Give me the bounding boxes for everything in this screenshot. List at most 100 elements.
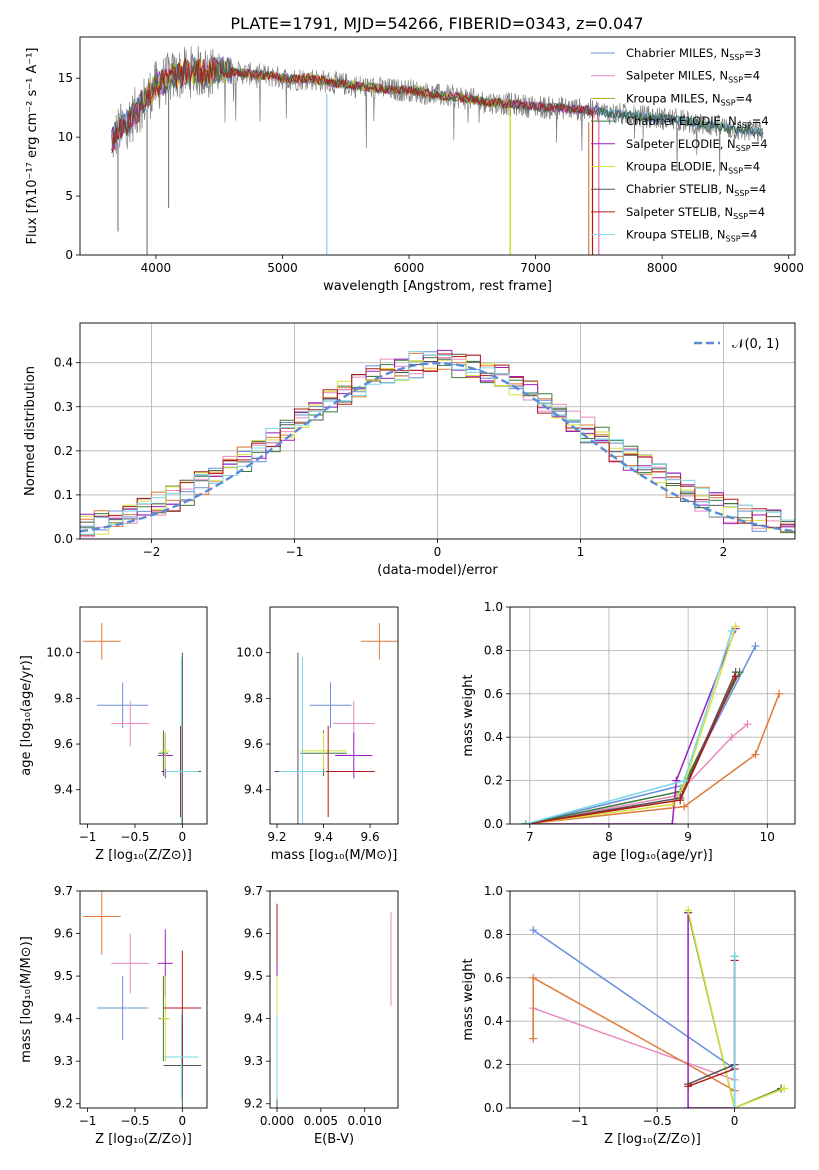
mass-weight-point bbox=[521, 820, 530, 824]
model-spectrum-line bbox=[111, 57, 593, 154]
legend-subscript: SSP bbox=[737, 121, 752, 130]
x-tick-label: 4000 bbox=[141, 261, 172, 275]
legend-subscript: SSP bbox=[721, 98, 736, 107]
x-tick-label: −0.5 bbox=[120, 1114, 149, 1128]
plot-area bbox=[510, 891, 795, 1108]
y-tick-label: 9.4 bbox=[244, 1012, 263, 1026]
x-tick-label: 7 bbox=[526, 830, 534, 844]
y-tick-label: 0.0 bbox=[484, 1101, 503, 1115]
y-tick-label: 9.7 bbox=[244, 884, 263, 898]
x-tick-label: 9.6 bbox=[361, 830, 380, 844]
mass-weight-point bbox=[684, 1104, 693, 1108]
y-axis-label: Normed distribution bbox=[23, 366, 38, 496]
residual-histogram bbox=[80, 353, 795, 536]
legend-label: Kroupa MILES, NSSP=4 bbox=[626, 91, 752, 107]
mass-weight-point bbox=[680, 776, 689, 785]
y-tick-label: 9.6 bbox=[244, 927, 263, 941]
x-tick-label: 6000 bbox=[394, 261, 425, 275]
y-tick-label: 10.0 bbox=[46, 646, 73, 660]
mass-weight-point bbox=[730, 1104, 739, 1108]
mass-weight-point bbox=[680, 802, 689, 811]
axes-frame bbox=[79, 322, 796, 540]
mass-weight-point bbox=[529, 926, 538, 935]
y-tick-label: 9.4 bbox=[54, 1012, 73, 1026]
y-tick-label: 0.2 bbox=[54, 444, 73, 458]
mass-weight-point bbox=[676, 796, 685, 805]
mass-weight-line bbox=[687, 910, 785, 1108]
x-axis-label: (data-model)/error bbox=[377, 563, 498, 578]
axes-frame bbox=[79, 606, 208, 825]
x-tick-label: 0 bbox=[179, 830, 187, 844]
y-tick-label: 9.4 bbox=[54, 783, 73, 797]
y-tick-label: 15 bbox=[58, 71, 73, 85]
y-tick-label: 0.0 bbox=[484, 817, 503, 831]
x-tick-label: 9.2 bbox=[267, 830, 286, 844]
y-tick-label: 1.0 bbox=[484, 884, 503, 898]
mass-weight-line bbox=[525, 626, 737, 824]
y-tick-label: 0.4 bbox=[484, 1014, 503, 1028]
mass-weight-point bbox=[730, 952, 739, 961]
y-tick-label: 0.4 bbox=[484, 730, 503, 744]
legend-nssp: =4 bbox=[748, 205, 765, 219]
y-tick-label: 9.6 bbox=[54, 927, 73, 941]
x-tick-label: −2 bbox=[143, 545, 161, 559]
x-tick-label: 7000 bbox=[520, 261, 551, 275]
y-tick-label: 9.5 bbox=[54, 969, 73, 983]
axes-frame bbox=[269, 890, 399, 1109]
plot-area bbox=[80, 323, 795, 539]
plot-area bbox=[276, 903, 392, 1108]
figure-title: PLATE=1791, MJD=54266, FIBERID=0343, z=0… bbox=[230, 14, 643, 33]
mass-weight-point bbox=[529, 973, 538, 982]
y-tick-label: 0.0 bbox=[54, 532, 73, 546]
plot-area bbox=[510, 607, 795, 824]
mass-weight-point bbox=[731, 672, 740, 681]
axes-frame bbox=[79, 36, 796, 256]
axes-frame bbox=[509, 890, 796, 1109]
x-tick-label: 2 bbox=[720, 545, 728, 559]
y-axis-label: mass weight bbox=[461, 674, 476, 756]
mass-weight-line bbox=[525, 671, 741, 824]
x-tick-label: −0.5 bbox=[120, 830, 149, 844]
x-tick-label: −1 bbox=[286, 545, 304, 559]
panel-mass-vs-ebv: 0.000 0.005 0.010 9.2 9.3 9.4 9.5 9.6 9.7 E(B-V) bbox=[244, 884, 399, 1147]
x-axis-label: mass [log₁₀(M/M⊙)] bbox=[271, 848, 398, 863]
legend-nssp: =4 bbox=[743, 160, 760, 174]
legend-label: Salpeter MILES, NSSP=4 bbox=[626, 69, 760, 85]
plot-area bbox=[111, 45, 764, 255]
y-tick-label: 9.2 bbox=[244, 1097, 263, 1111]
legend-label: 𝒩(0, 1) bbox=[732, 337, 779, 352]
y-tick-label: 9.5 bbox=[244, 969, 263, 983]
panel-mass-weight-vs-age: 7 8 9 10 0.0 0.2 0.4 0.6 0.8 1.0 age [log₁₀(age/yr… bbox=[461, 600, 796, 863]
legend-subscript: SSP bbox=[729, 53, 744, 62]
axes-frame bbox=[269, 606, 399, 825]
x-tick-label: 0 bbox=[179, 1114, 187, 1128]
axes-frame bbox=[509, 606, 796, 825]
mass-weight-point bbox=[727, 626, 736, 635]
x-axis-label: wavelength [Angstrom, rest frame] bbox=[323, 279, 552, 294]
y-tick-label: 9.4 bbox=[244, 783, 263, 797]
panel-age-vs-mass: 9.2 9.4 9.6 9.4 9.6 9.8 10.0 mass [log₁₀(M/M⊙)] bbox=[236, 606, 399, 863]
y-tick-label: 9.2 bbox=[54, 1097, 73, 1111]
mass-weight-line bbox=[525, 693, 780, 824]
legend-nssp: =4 bbox=[751, 137, 768, 151]
x-tick-label: 0.010 bbox=[348, 1114, 382, 1128]
mass-weight-point bbox=[529, 1034, 538, 1043]
panel-spectrum: 4000 5000 6000 7000 8000 9000 0 5 10 15 wavelength… bbox=[25, 36, 804, 294]
panel-mass-weight-vs-Z: −1 −0.5 0 0.0 0.2 0.4 0.6 0.8 1.0 Z [log₁₀(Z/Z⊙)]… bbox=[461, 884, 796, 1147]
mass-weight-point bbox=[743, 720, 752, 729]
x-axis-label: age [log₁₀(age/yr)] bbox=[592, 848, 713, 863]
legend-label: Salpeter ELODIE, NSSP=4 bbox=[626, 137, 768, 153]
y-tick-label: 0.2 bbox=[484, 1058, 503, 1072]
y-tick-label: 0.2 bbox=[484, 774, 503, 788]
y-tick-label: 10.0 bbox=[236, 646, 263, 660]
legend-nssp: =4 bbox=[752, 114, 769, 128]
x-tick-label: 9000 bbox=[773, 261, 804, 275]
y-tick-label: 0.1 bbox=[54, 488, 73, 502]
x-tick-label: 8 bbox=[605, 830, 613, 844]
y-tick-label: 0.6 bbox=[484, 971, 503, 985]
x-tick-label: 8000 bbox=[647, 261, 678, 275]
x-axis-label: E(B-V) bbox=[314, 1132, 354, 1147]
mass-weight-line bbox=[687, 912, 735, 1108]
y-tick-label: 9.7 bbox=[54, 884, 73, 898]
